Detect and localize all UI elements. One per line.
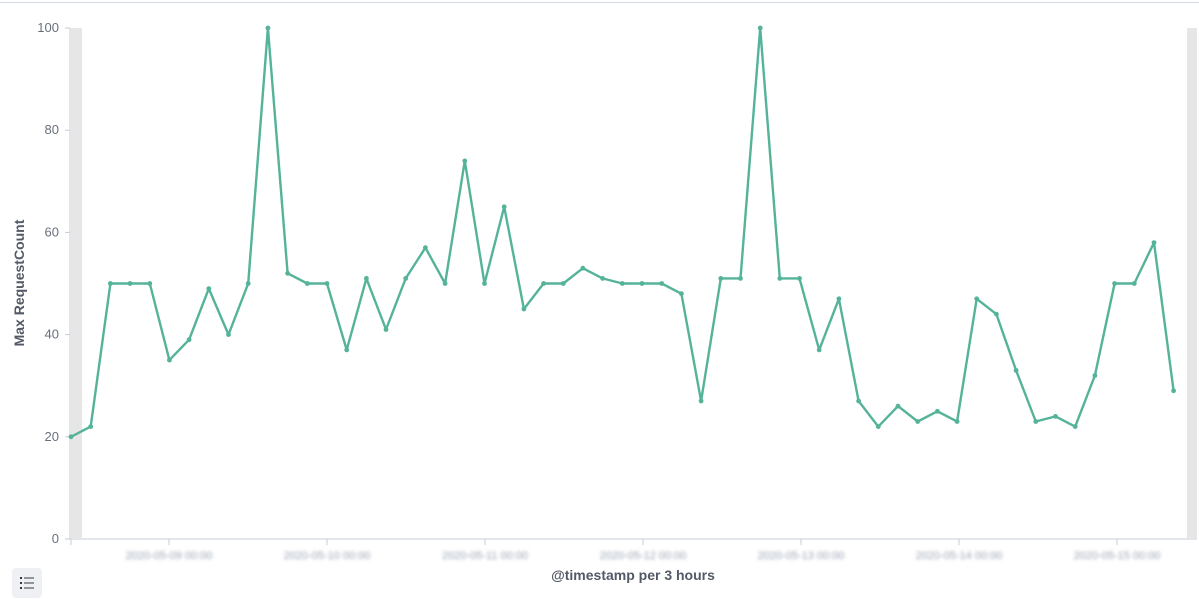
- data-point[interactable]: [127, 281, 133, 286]
- data-point[interactable]: [304, 281, 310, 286]
- data-point[interactable]: [994, 311, 999, 317]
- data-point[interactable]: [1131, 281, 1137, 286]
- y-axis-ticks: 0 20 40 60 80 100: [37, 20, 70, 546]
- data-point[interactable]: [1053, 414, 1058, 419]
- data-point[interactable]: [88, 424, 94, 429]
- data-point[interactable]: [403, 276, 409, 281]
- data-point[interactable]: [738, 276, 743, 281]
- x-tick-label: 2020-05-09 00:00: [126, 550, 213, 562]
- x-tick-label: 2020-05-11 00:00: [442, 550, 528, 562]
- y-tick-label: 40: [45, 327, 59, 342]
- y-axis-title: Max RequestCount: [11, 219, 27, 346]
- data-point[interactable]: [679, 291, 684, 297]
- list-icon: [20, 577, 34, 589]
- data-point[interactable]: [639, 281, 645, 286]
- data-point[interactable]: [1151, 240, 1157, 246]
- data-point[interactable]: [1072, 424, 1078, 429]
- x-tick-label: 2020-05-14 00:00: [916, 550, 1003, 562]
- data-point[interactable]: [856, 398, 861, 404]
- data-point[interactable]: [265, 25, 271, 31]
- y-tick-label: 0: [52, 531, 59, 546]
- data-point[interactable]: [915, 419, 921, 424]
- data-point[interactable]: [974, 296, 980, 302]
- series-line: [70, 26, 1175, 438]
- data-point[interactable]: [186, 337, 192, 343]
- data-point[interactable]: [462, 158, 468, 164]
- data-point[interactable]: [423, 245, 428, 251]
- data-point[interactable]: [324, 281, 330, 286]
- data-point[interactable]: [600, 276, 605, 281]
- plot-right-band: [1187, 28, 1197, 538]
- y-tick-label: 80: [45, 122, 59, 137]
- data-point[interactable]: [541, 281, 546, 286]
- data-point[interactable]: [816, 347, 822, 353]
- data-point[interactable]: [1013, 368, 1019, 373]
- y-tick-label: 60: [45, 224, 59, 239]
- legend-toggle-button[interactable]: [12, 568, 42, 598]
- data-point[interactable]: [875, 424, 881, 429]
- data-point[interactable]: [108, 281, 113, 286]
- data-point[interactable]: [245, 281, 251, 286]
- data-point[interactable]: [521, 306, 527, 312]
- data-point[interactable]: [383, 327, 389, 332]
- x-axis-ticks: 2020-05-09 00:00 2020-05-10 00:00 2020-05-…: [70, 539, 1161, 562]
- x-axis-title: @timestamp per 3 hours: [551, 567, 715, 583]
- data-point[interactable]: [1033, 419, 1039, 424]
- data-point[interactable]: [364, 276, 369, 281]
- data-point[interactable]: [68, 434, 74, 440]
- plot-left-band: [71, 28, 82, 538]
- x-tick-label: 2020-05-13 00:00: [758, 550, 845, 562]
- data-point[interactable]: [442, 281, 448, 286]
- data-point[interactable]: [580, 265, 586, 271]
- data-point[interactable]: [757, 25, 763, 31]
- data-point[interactable]: [560, 281, 566, 286]
- data-point[interactable]: [1171, 388, 1176, 394]
- data-point[interactable]: [954, 419, 960, 424]
- data-point[interactable]: [777, 276, 783, 281]
- data-point[interactable]: [1092, 373, 1098, 378]
- data-point[interactable]: [167, 357, 172, 363]
- data-point[interactable]: [659, 281, 665, 286]
- data-point[interactable]: [836, 296, 842, 302]
- data-point[interactable]: [895, 403, 901, 409]
- y-tick-label: 20: [45, 429, 59, 444]
- x-tick-label: 2020-05-10 00:00: [284, 550, 371, 562]
- data-point[interactable]: [285, 270, 290, 276]
- series-group: [68, 25, 1176, 440]
- data-point[interactable]: [147, 281, 153, 286]
- data-point[interactable]: [206, 286, 212, 291]
- y-tick-label: 100: [37, 20, 59, 35]
- data-point[interactable]: [698, 398, 704, 404]
- x-tick-label: 2020-05-12 00:00: [600, 550, 687, 562]
- x-tick-label: 2020-05-15 00:00: [1074, 550, 1161, 562]
- data-point[interactable]: [718, 276, 724, 281]
- data-point[interactable]: [344, 347, 350, 353]
- data-point[interactable]: [935, 408, 940, 414]
- data-point[interactable]: [797, 276, 802, 281]
- data-point[interactable]: [1112, 281, 1117, 286]
- data-point[interactable]: [226, 332, 231, 337]
- top-divider: [0, 2, 1199, 3]
- data-point[interactable]: [619, 281, 625, 286]
- data-point[interactable]: [482, 281, 487, 286]
- data-point[interactable]: [501, 204, 507, 210]
